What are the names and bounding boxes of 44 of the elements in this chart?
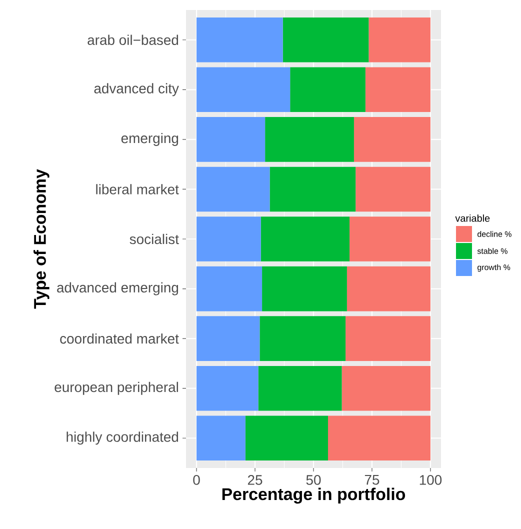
y-tick-label: advanced city bbox=[94, 83, 179, 96]
bar bbox=[270, 166, 356, 212]
bar bbox=[258, 366, 342, 411]
bar bbox=[354, 117, 430, 162]
x-tick-label: 0 bbox=[193, 475, 200, 485]
bar bbox=[365, 67, 430, 112]
bar bbox=[260, 216, 350, 262]
y-axis-title: Type of Economy bbox=[34, 169, 50, 309]
bar bbox=[350, 216, 430, 262]
bar bbox=[245, 416, 328, 461]
y-tick-label: advanced emerging bbox=[57, 282, 178, 296]
bar bbox=[265, 117, 354, 162]
y-tick-label: liberal market bbox=[96, 184, 179, 194]
y-tick-label: emerging bbox=[121, 132, 178, 146]
bar bbox=[356, 166, 430, 212]
bar bbox=[196, 216, 261, 262]
y-tick-label: coordinated market bbox=[60, 333, 179, 344]
bar bbox=[260, 316, 346, 361]
bar bbox=[262, 266, 347, 312]
bar bbox=[328, 416, 430, 461]
y-tick-label: highly coordinated bbox=[66, 432, 178, 445]
x-tick-label: 100 bbox=[420, 475, 442, 485]
legend-title: variable bbox=[455, 214, 490, 222]
bar bbox=[342, 366, 430, 411]
bar bbox=[290, 67, 366, 112]
x-tick-label: 50 bbox=[306, 475, 321, 485]
bar bbox=[196, 266, 262, 312]
bar bbox=[196, 166, 270, 212]
bar bbox=[196, 316, 260, 361]
y-tick-label: socialist bbox=[130, 234, 179, 244]
bar bbox=[196, 416, 246, 461]
x-tick-label: 75 bbox=[364, 475, 380, 485]
y-tick-label: european peripheral bbox=[54, 382, 178, 395]
bar bbox=[346, 266, 430, 312]
x-tick-label: 25 bbox=[248, 475, 262, 485]
y-tick-label: arab oil−based bbox=[88, 34, 178, 46]
bar bbox=[196, 366, 258, 411]
bar bbox=[282, 17, 369, 62]
bar bbox=[346, 316, 430, 361]
bar bbox=[196, 67, 290, 112]
x-axis-title: Percentage in portfolio bbox=[222, 488, 406, 504]
bar bbox=[368, 17, 430, 62]
bar bbox=[196, 17, 283, 62]
bar bbox=[196, 117, 266, 162]
